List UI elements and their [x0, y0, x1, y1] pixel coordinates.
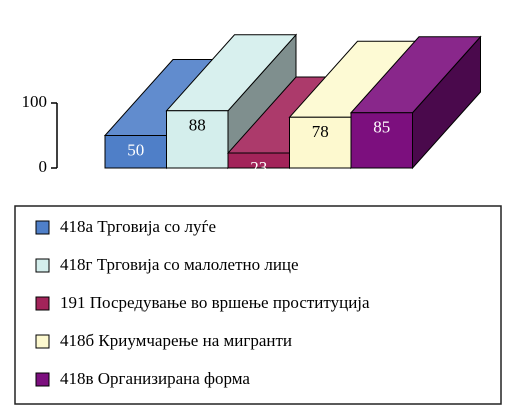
data-label: 23 — [250, 158, 267, 177]
legend-swatch — [35, 258, 50, 273]
bar-front — [350, 112, 413, 169]
bar-front — [166, 110, 229, 169]
legend-label: 418б Криумчарење на мигранти — [60, 331, 292, 350]
y-tick-label: 0 — [39, 157, 48, 176]
legend-swatch — [35, 220, 50, 235]
legend-label: 418в Организирана форма — [60, 369, 250, 388]
data-label: 88 — [189, 116, 206, 135]
legend-swatch — [35, 372, 50, 387]
legend-label: 418а Трговија со луѓе — [60, 217, 216, 236]
legend-label: 191 Посредување во вршење проституција — [60, 293, 370, 312]
y-tick-label: 100 — [22, 92, 48, 111]
legend-label: 418г Трговија со малолетно лице — [60, 255, 299, 274]
legend-swatch — [35, 296, 50, 311]
legend-swatch — [35, 334, 50, 349]
data-label: 85 — [373, 118, 390, 137]
bar — [349, 35, 482, 170]
data-label: 50 — [127, 140, 144, 159]
data-label: 78 — [312, 122, 329, 141]
legend-box — [14, 205, 502, 405]
